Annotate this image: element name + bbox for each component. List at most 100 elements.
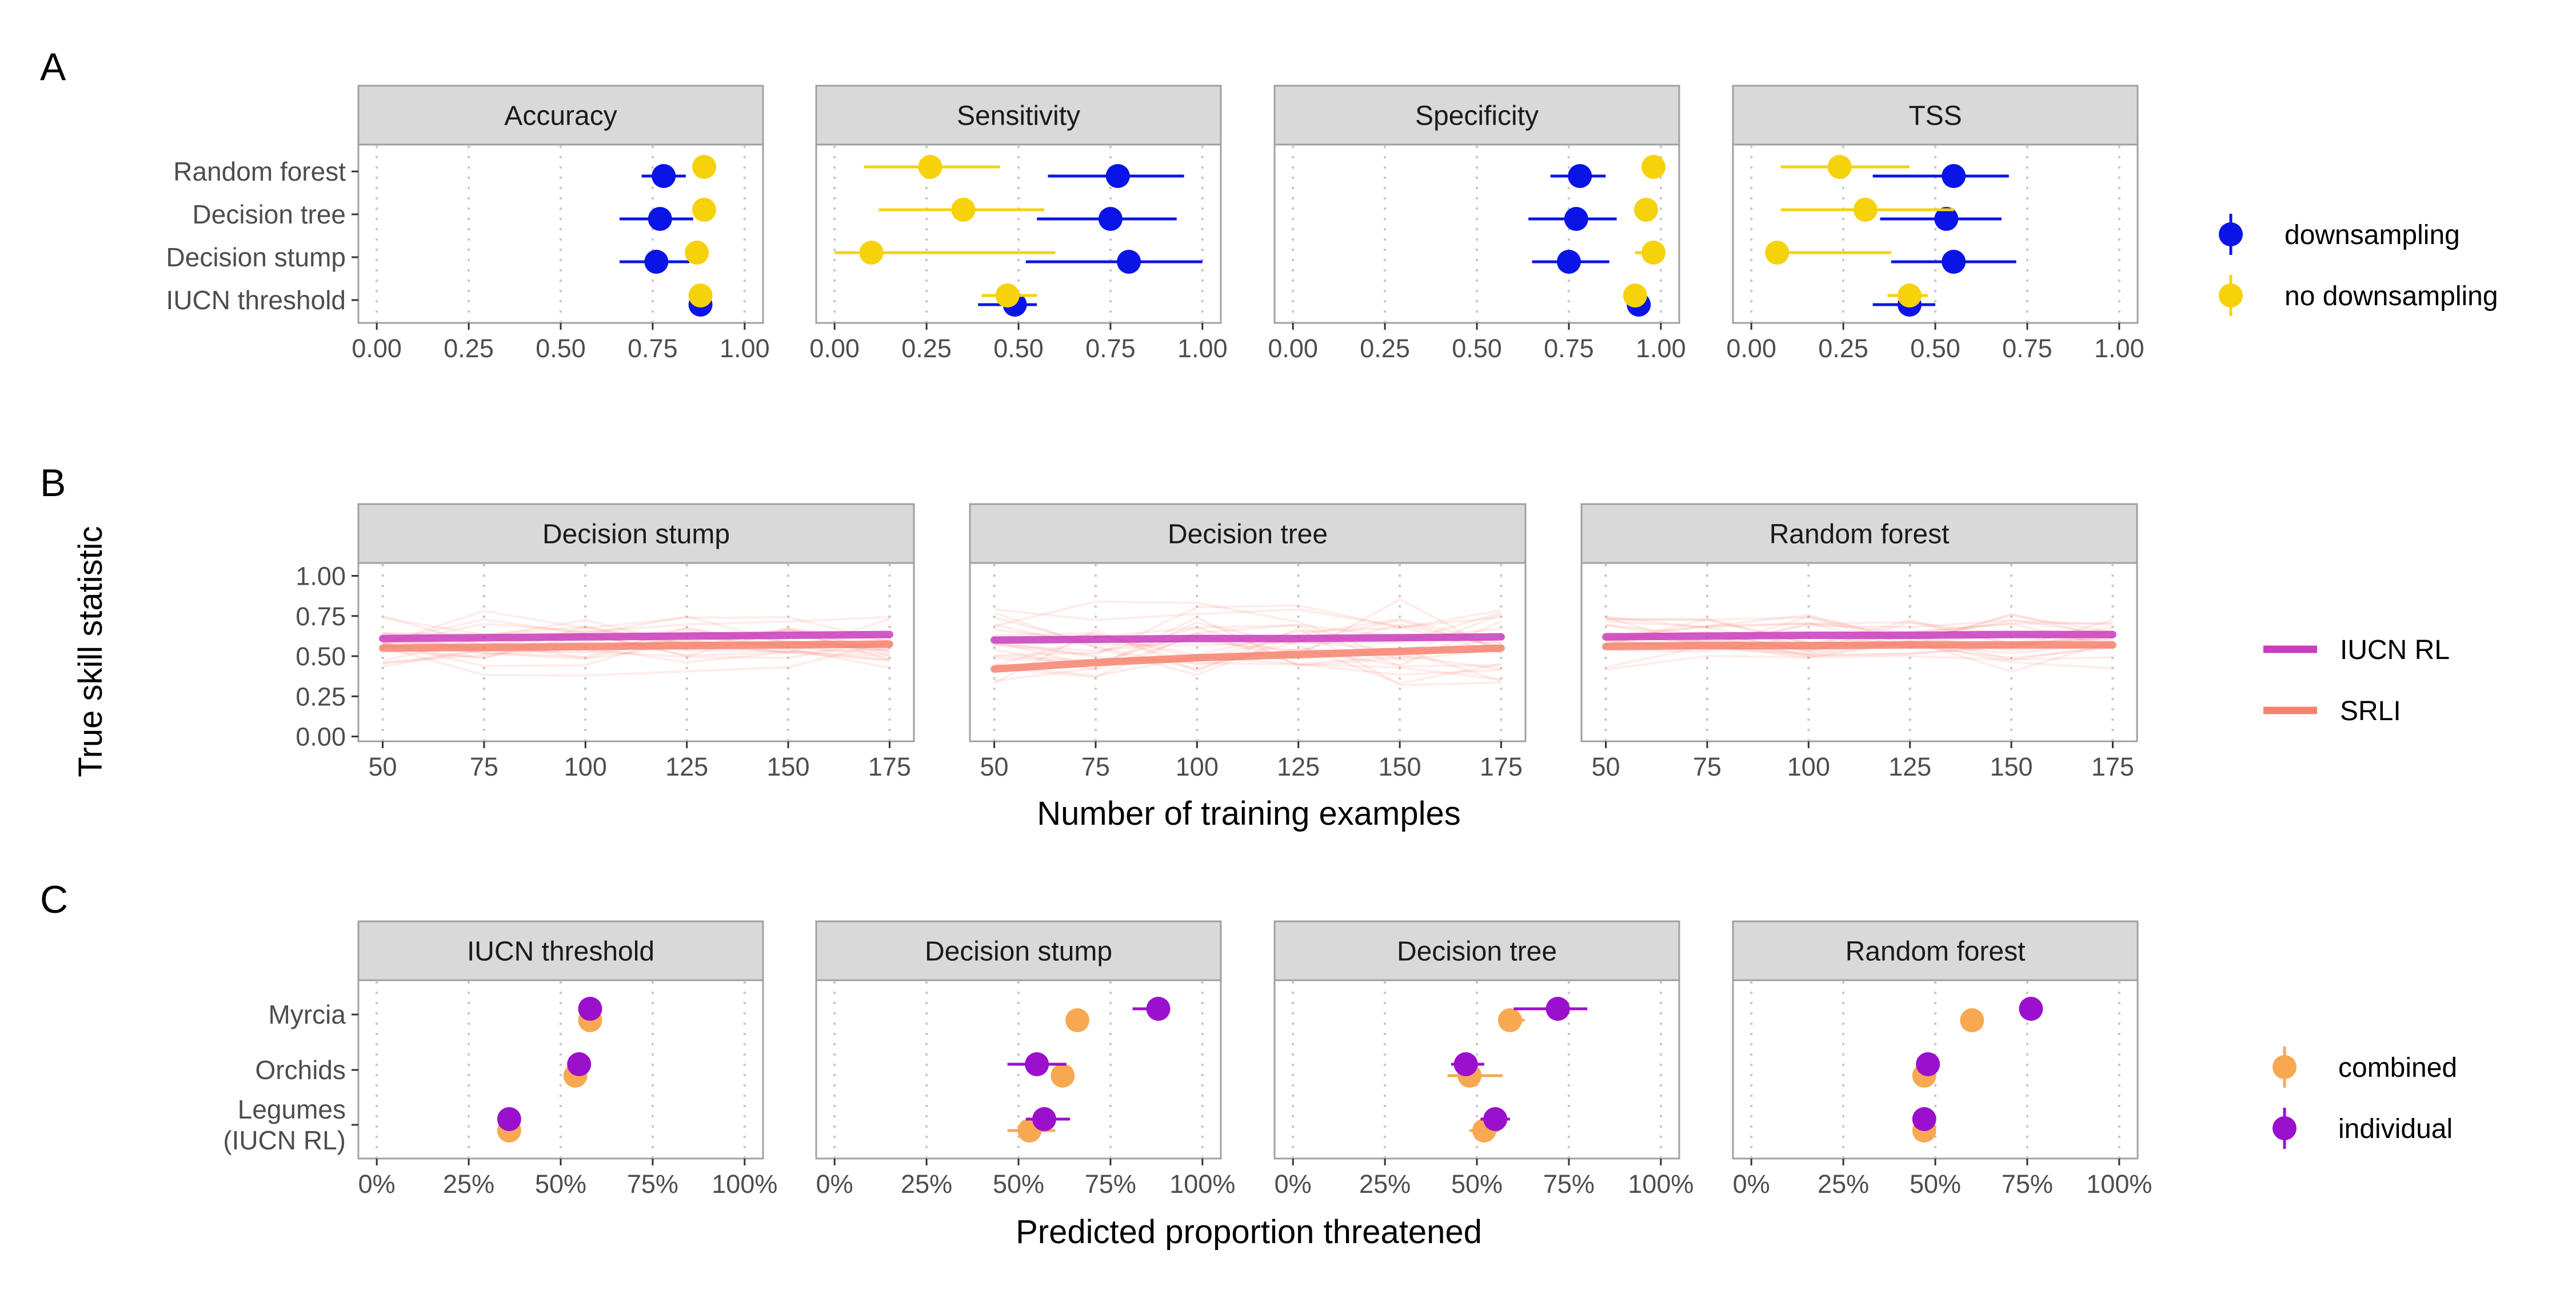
b-decision-stump-strip-label: Decision stump	[542, 520, 730, 550]
c-random-forest-strip-label: Random forest	[1846, 937, 2026, 967]
a-accuracy-point-downsampling	[648, 207, 672, 231]
a-category-label: Decision tree	[193, 199, 346, 229]
b-random-forest-replicate-line	[1605, 614, 2113, 644]
c-decision-tree-point-individual	[1483, 1107, 1508, 1131]
c-iucn-threshold-point-individual	[567, 1052, 592, 1076]
a-tss-point-downsampling	[1934, 207, 1959, 231]
c-random-forest-point-combined	[1960, 1008, 1984, 1032]
a-tss-point-no-downsampling	[1765, 241, 1790, 265]
c-iucn-threshold-x-tick-label: 100%	[712, 1169, 777, 1199]
a-sensitivity-x-tick-label: 0.00	[809, 334, 860, 363]
a-specificity-plot-area	[1273, 143, 1680, 324]
c-decision-stump-strip-label: Decision stump	[925, 937, 1112, 967]
b-decision-stump-replicate-line	[382, 616, 890, 636]
b-decision-tree-replicate-line	[994, 600, 1501, 661]
c-random-forest-x-tick-label: 50%	[1910, 1169, 1961, 1199]
a-accuracy-point-no-downsampling	[692, 155, 717, 179]
c-random-forest-x-tick-label: 75%	[2002, 1169, 2053, 1199]
c-decision-stump-x-tick-label: 0%	[816, 1169, 853, 1199]
b-random-forest-x-tick-label: 75	[1693, 752, 1722, 781]
c-decision-tree-x-tick-label: 75%	[1543, 1169, 1595, 1199]
b-random-forest-replicate-line	[1605, 620, 2113, 648]
c-decision-tree-x-tick-label: 25%	[1359, 1169, 1411, 1199]
b-decision-tree-x-tick-label: 175	[1480, 752, 1523, 781]
a-sensitivity-strip	[815, 85, 1222, 146]
b-decision-tree-x-tick-label: 50	[980, 752, 1009, 781]
a-specificity-point-downsampling	[1556, 250, 1581, 274]
a-specificity-point-no-downsampling	[1641, 155, 1666, 179]
a-accuracy-point-no-downsampling	[685, 241, 709, 265]
a-accuracy-x-tick-label: 0.50	[536, 334, 586, 363]
b-random-forest-x-tick-label: 150	[1990, 752, 2033, 781]
a-specificity-point-downsampling	[1568, 164, 1592, 188]
b-decision-tree-strip-label: Decision tree	[1168, 520, 1328, 550]
a-sensitivity-point-downsampling	[1098, 207, 1123, 231]
b-decision-tree-x-tick-label: 125	[1277, 752, 1320, 781]
c-category-label: Myrcia	[269, 1000, 346, 1029]
a-tss-x-tick-label: 0.75	[2002, 334, 2052, 363]
c-decision-tree-point-individual	[1545, 997, 1570, 1021]
c-decision-tree-point-combined	[1497, 1008, 1522, 1032]
b-y-tick-label: 0.25	[295, 682, 346, 711]
b-random-forest-x-tick-label: 50	[1592, 752, 1620, 781]
c-iucn-threshold-strip-label: IUCN threshold	[467, 937, 654, 967]
a-specificity-x-tick-label: 0.75	[1544, 334, 1594, 363]
a-tss-point-downsampling	[1942, 164, 1966, 188]
c-decision-stump-point-individual	[1146, 997, 1171, 1021]
b-y-axis-title: True skill statistic	[72, 526, 109, 777]
a-tss-x-tick-label: 0.25	[1818, 334, 1868, 363]
a-sensitivity-strip-label: Sensitivity	[957, 101, 1080, 131]
a-specificity-point-downsampling	[1564, 207, 1588, 231]
a-tss-x-tick-label: 0.50	[1910, 334, 1960, 363]
a-legend-key-no-downsampling	[2219, 283, 2243, 307]
a-tss-point-no-downsampling	[1853, 198, 1878, 222]
c-iucn-threshold-x-tick-label: 50%	[535, 1169, 586, 1199]
a-accuracy-strip	[357, 85, 764, 146]
a-tss-strip	[1732, 85, 2139, 146]
b-random-forest-replicate-line	[1605, 644, 2113, 671]
c-decision-tree-point-individual	[1453, 1052, 1478, 1076]
b-random-forest-line-iucn-rl	[1602, 630, 2116, 641]
c-random-forest-point-individual	[1916, 1052, 1940, 1076]
b-decision-stump-replicate-line	[382, 646, 890, 664]
a-accuracy-strip-label: Accuracy	[504, 101, 617, 131]
a-category-label: Decision stump	[166, 242, 346, 272]
c-category-label: Orchids	[255, 1055, 346, 1085]
panel-c-chart: IUCN threshold 0% 25% 50% 75% 100% Decision st…	[223, 920, 2457, 1199]
a-accuracy-point-no-downsampling	[688, 283, 713, 307]
b-random-forest-replicate-line	[1605, 635, 2113, 661]
c-decision-stump-x-tick-label: 100%	[1169, 1169, 1235, 1199]
a-specificity-x-tick-label: 1.00	[1636, 334, 1686, 363]
b-random-forest-plot-area	[1580, 562, 2138, 742]
c-decision-tree-x-tick-label: 100%	[1628, 1169, 1694, 1199]
c-iucn-threshold-point-individual	[578, 997, 602, 1021]
c-legend-label-combined: combined	[2338, 1053, 2457, 1083]
a-accuracy-point-downsampling	[652, 164, 676, 188]
c-decision-stump-x-tick-label: 50%	[993, 1169, 1044, 1199]
a-specificity-point-no-downsampling	[1641, 241, 1666, 265]
b-decision-stump-replicate-line	[382, 609, 890, 645]
c-random-forest-x-tick-label: 100%	[2086, 1169, 2152, 1199]
c-decision-tree-x-tick-label: 50%	[1451, 1169, 1503, 1199]
b-decision-tree-replicate-line	[994, 604, 1501, 657]
c-random-forest-x-tick-label: 0%	[1733, 1169, 1770, 1199]
a-category-label: Random forest	[173, 157, 346, 186]
c-iucn-threshold-x-tick-label: 0%	[358, 1169, 396, 1199]
b-decision-tree-replicate-line	[994, 608, 1501, 654]
a-sensitivity-point-no-downsampling	[859, 241, 884, 265]
c-random-forest-strip	[1732, 920, 2139, 981]
c-decision-stump-x-tick-label: 75%	[1085, 1169, 1136, 1199]
a-accuracy-x-tick-label: 0.25	[444, 334, 494, 363]
a-specificity-strip-label: Specificity	[1415, 101, 1539, 131]
b-decision-tree-replicate-line	[994, 640, 1501, 670]
a-specificity-point-no-downsampling	[1634, 198, 1659, 222]
c-decision-stump-point-combined	[1065, 1008, 1089, 1032]
a-sensitivity-x-tick-label: 0.25	[901, 334, 952, 363]
c-decision-stump-x-tick-label: 25%	[901, 1169, 952, 1199]
c-decision-tree-strip-label: Decision tree	[1397, 937, 1557, 967]
a-accuracy-point-downsampling	[644, 250, 669, 274]
b-legend-label-iucn-rl: IUCN RL	[2340, 635, 2450, 665]
panel-a-chart: Accuracy 0.00 0.25 0.50 0.75 1.00 Sensitivity 0…	[166, 85, 2498, 363]
b-decision-tree-x-tick-label: 150	[1379, 752, 1421, 781]
